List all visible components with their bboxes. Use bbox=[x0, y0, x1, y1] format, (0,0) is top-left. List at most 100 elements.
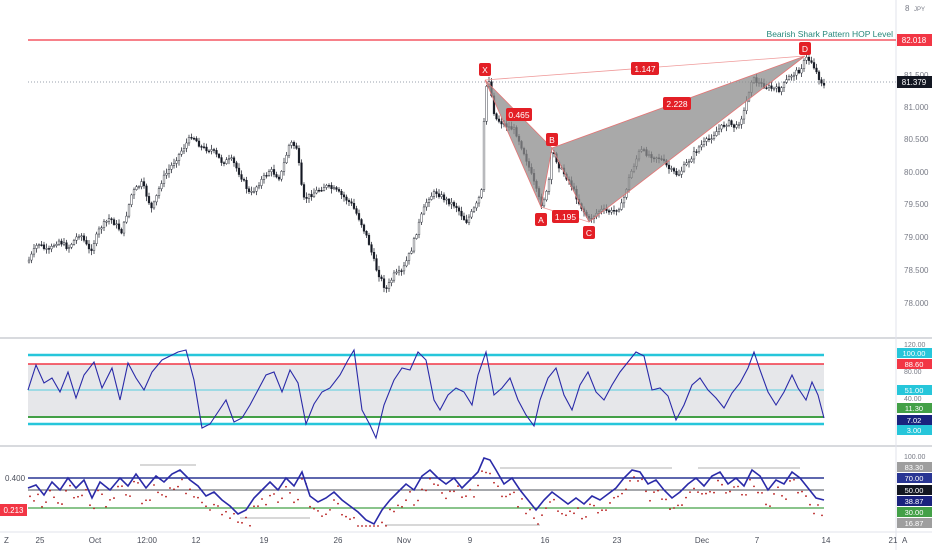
candle-body bbox=[742, 110, 746, 120]
candle-body bbox=[370, 244, 373, 253]
osc2-badge-text: 16.87 bbox=[905, 519, 924, 528]
candle-body bbox=[672, 168, 676, 172]
osc2-dot bbox=[149, 499, 151, 502]
candle-body bbox=[115, 223, 118, 226]
candle-body bbox=[37, 244, 41, 246]
point-label-c[interactable]: C bbox=[583, 226, 595, 239]
candle-body bbox=[622, 197, 626, 204]
osc2-dot bbox=[469, 488, 471, 491]
candle-body bbox=[617, 209, 621, 212]
candle-body bbox=[317, 189, 321, 192]
candle-body bbox=[787, 76, 791, 80]
candle-body bbox=[770, 85, 773, 89]
candle-body bbox=[545, 191, 548, 201]
candle-body bbox=[35, 245, 38, 249]
point-label-x[interactable]: X bbox=[479, 63, 491, 76]
price-axis[interactable]: 8 JPY 81.500 81.000 80.500 80.000 79.500 79.0… bbox=[897, 4, 932, 308]
osc2-dot bbox=[617, 495, 619, 498]
osc2-value-badge: 70.00 bbox=[897, 473, 932, 483]
candle-body bbox=[440, 194, 443, 197]
pattern-triangle-bcd bbox=[551, 55, 806, 223]
osc2-dot bbox=[817, 504, 819, 506]
osc2-dot bbox=[597, 511, 599, 514]
candle-body bbox=[477, 196, 481, 204]
osc2-dot bbox=[577, 507, 579, 509]
point-label-b[interactable]: B bbox=[546, 133, 558, 146]
osc2-dot bbox=[365, 525, 367, 527]
candle-body bbox=[402, 265, 406, 272]
oscillator-pane-2[interactable] bbox=[27, 457, 825, 527]
time-label: Dec bbox=[695, 536, 709, 545]
candle-body bbox=[292, 142, 296, 146]
candle-body bbox=[187, 137, 191, 144]
candle-body bbox=[97, 228, 101, 235]
osc2-dot bbox=[385, 524, 387, 527]
candle-body bbox=[685, 162, 688, 166]
candle-body bbox=[405, 260, 408, 267]
candle-body bbox=[240, 174, 243, 180]
osc2-dot bbox=[641, 478, 643, 481]
last-price-badge: 81.379 bbox=[897, 76, 932, 88]
osc2-dot bbox=[697, 491, 699, 494]
candle-body bbox=[87, 243, 91, 250]
osc1-badge-text: 7.02 bbox=[907, 416, 922, 425]
candle-body bbox=[60, 240, 63, 245]
osc2-dot bbox=[293, 501, 295, 504]
oscillator-pane-1[interactable] bbox=[27, 348, 825, 440]
candle-body bbox=[330, 185, 333, 189]
candle-body bbox=[270, 169, 273, 172]
osc1-value-badge: 3.00 bbox=[897, 425, 932, 435]
candle-body bbox=[232, 157, 236, 164]
osc2-dot bbox=[61, 503, 63, 505]
point-label-a[interactable]: A bbox=[535, 213, 547, 226]
osc2-dot bbox=[609, 502, 611, 504]
osc2-dot bbox=[341, 513, 343, 516]
candle-body bbox=[817, 71, 821, 80]
osc2-dot bbox=[797, 491, 799, 494]
candle-body bbox=[677, 174, 681, 176]
candle-body bbox=[222, 162, 226, 164]
candle-body bbox=[442, 194, 446, 201]
candle-body bbox=[280, 171, 283, 180]
price-pane[interactable]: 0.465 1.195 2.228 1.147 X A bbox=[27, 29, 896, 293]
time-axis[interactable]: Z 25 Oct 12:00 12 19 26 Nov 9 16 23 Dec 7 14 21 A bbox=[4, 536, 908, 545]
candle-body bbox=[307, 194, 311, 199]
time-label: 14 bbox=[822, 536, 831, 545]
osc2-dot bbox=[733, 486, 735, 488]
osc2-dot bbox=[433, 483, 435, 486]
osc2-axis[interactable]: 100.00 83.30 70.00 50.00 38.87 30.00 16.87 bbox=[897, 454, 932, 528]
price-tick: 81.000 bbox=[904, 103, 929, 112]
point-text-a: A bbox=[538, 215, 544, 225]
osc2-dot bbox=[101, 493, 103, 496]
candle-body bbox=[717, 128, 721, 132]
osc2-dot bbox=[625, 488, 627, 491]
osc2-dot bbox=[637, 480, 639, 482]
osc2-dot bbox=[201, 501, 203, 504]
candle-body bbox=[300, 162, 303, 185]
candle-body bbox=[435, 191, 438, 194]
hop-level-badge: 82.018 bbox=[897, 34, 932, 46]
candle-body bbox=[415, 234, 418, 239]
osc2-dot bbox=[481, 470, 483, 473]
candle-body bbox=[295, 145, 298, 149]
osc2-dot bbox=[81, 494, 83, 497]
candle-body bbox=[190, 137, 193, 139]
osc2-dot bbox=[657, 489, 659, 492]
time-label: 12 bbox=[192, 536, 201, 545]
osc2-dot bbox=[249, 524, 251, 527]
candle-body bbox=[460, 210, 463, 217]
shark-pattern[interactable]: 0.465 1.195 2.228 1.147 X A bbox=[479, 42, 811, 239]
point-label-d[interactable]: D bbox=[799, 42, 811, 55]
candle-body bbox=[395, 271, 398, 274]
ratio-text-abc: 1.195 bbox=[555, 212, 577, 222]
candle-body bbox=[50, 246, 53, 250]
candle-body bbox=[152, 201, 156, 209]
candle-body bbox=[447, 198, 451, 205]
osc2-dot bbox=[193, 495, 195, 498]
candle-body bbox=[142, 181, 146, 187]
osc2-dot bbox=[497, 485, 499, 488]
osc2-dot bbox=[37, 493, 39, 496]
candle-body bbox=[820, 79, 823, 84]
